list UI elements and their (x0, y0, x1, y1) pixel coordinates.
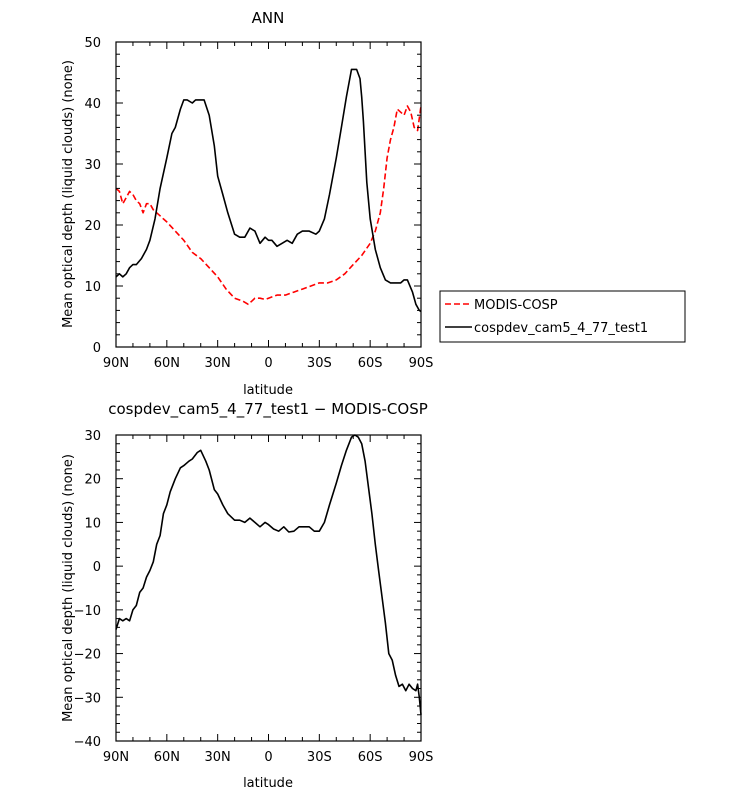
bottom-x-tick-label: 0 (264, 750, 272, 765)
bottom-x-tick-label: 60S (358, 750, 383, 765)
bottom-x-axis-label: latitude (243, 776, 293, 791)
top-y-tick-label: 30 (84, 158, 101, 173)
top-y-tick-label: 0 (93, 341, 101, 356)
bottom-x-tick-label: 30S (307, 750, 332, 765)
legend: MODIS-COSP cospdev_cam5_4_77_test1 (439, 290, 686, 343)
bottom-x-tick-label: 30N (205, 750, 231, 765)
bottom-y-tick-label: 30 (84, 429, 101, 444)
legend-label-cospdev: cospdev_cam5_4_77_test1 (474, 321, 648, 336)
top-y-tick-label: 40 (84, 97, 101, 112)
bottom-y-axis-label: Mean optical depth (liquid clouds) (none… (61, 454, 76, 722)
legend-label-modis: MODIS-COSP (474, 298, 558, 313)
top-x-tick-label: 90S (409, 356, 434, 371)
bottom-y-tick-label: 10 (84, 516, 101, 531)
bottom-y-tick-label: −30 (74, 691, 101, 706)
bottom-y-tick-label: −10 (74, 604, 101, 619)
bottom-y-tick-label: −20 (74, 648, 101, 663)
top-x-tick-label: 30S (307, 356, 332, 371)
top-x-tick-label: 0 (264, 356, 272, 371)
top-panel: ANN 90N 60N 30N 0 30S 60S 90S 0 10 20 30 40 50 latit… (61, 9, 433, 398)
top-x-axis-label: latitude (243, 383, 293, 398)
bottom-x-tick-label: 90N (103, 750, 129, 765)
legend-box (439, 290, 686, 343)
bottom-panel: cospdev_cam5_4_77_test1 − MODIS-COSP 90N… (61, 400, 433, 791)
top-series-line-1 (115, 68, 422, 313)
top-x-tick-label: 30N (205, 356, 231, 371)
top-y-axis-label: Mean optical depth (liquid clouds) (none… (61, 60, 76, 328)
bottom-y-tick-label: 20 (84, 473, 101, 488)
bottom-x-tick-label: 90S (409, 750, 434, 765)
top-y-tick-label: 10 (84, 280, 101, 295)
top-x-tick-label: 90N (103, 356, 129, 371)
top-y-tick-label: 20 (84, 219, 101, 234)
top-plot-frame (115, 41, 422, 348)
top-y-tick-label: 50 (84, 36, 101, 51)
top-series-line-0 (115, 105, 422, 306)
bottom-x-tick-label: 60N (154, 750, 180, 765)
bottom-y-tick-label: −40 (74, 735, 101, 750)
top-chart-title: ANN (252, 9, 285, 27)
bottom-chart-title: cospdev_cam5_4_77_test1 − MODIS-COSP (108, 400, 428, 419)
top-x-tick-label: 60N (154, 356, 180, 371)
bottom-y-tick-label: 0 (93, 560, 101, 575)
top-x-tick-label: 60S (358, 356, 383, 371)
bottom-series-line-0 (115, 434, 422, 715)
bottom-plot-frame (115, 434, 422, 742)
